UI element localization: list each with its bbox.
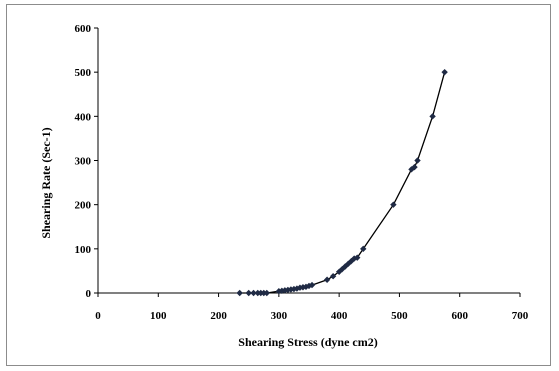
data-point <box>263 289 270 297</box>
y-tick-label: 400 <box>75 111 92 123</box>
x-tick-label: 400 <box>331 310 348 322</box>
x-tick-label: 700 <box>512 310 529 322</box>
x-axis-label: Shearing Stress (dyne cm2) <box>238 335 377 349</box>
data-points <box>236 68 448 297</box>
y-tick-label: 300 <box>75 156 92 168</box>
data-point <box>390 201 397 208</box>
y-axis-label: Shearing Rate (Sec-1) <box>39 127 53 238</box>
x-tick-label: 500 <box>391 310 408 322</box>
data-point <box>360 245 367 253</box>
axes <box>97 28 520 294</box>
x-tick-label: 100 <box>150 310 167 322</box>
data-point <box>323 276 331 283</box>
data-point <box>414 157 421 164</box>
data-point <box>308 281 316 289</box>
data-point <box>329 273 337 280</box>
x-tick-label: 300 <box>271 310 288 322</box>
data-point <box>250 289 257 297</box>
data-point <box>429 113 436 120</box>
chart-frame <box>6 4 551 366</box>
data-point <box>245 289 252 297</box>
x-tick-label: 200 <box>210 310 227 322</box>
data-point <box>441 68 448 76</box>
y-tick-label: 600 <box>75 23 92 35</box>
y-tick-label: 0 <box>86 288 92 300</box>
data-point <box>354 254 361 261</box>
y-tick-label: 200 <box>75 200 92 212</box>
x-tick-label: 600 <box>451 310 468 322</box>
fit-curve <box>239 72 446 294</box>
data-point <box>236 289 243 297</box>
y-tick-label: 100 <box>75 244 92 256</box>
x-tick-label: 0 <box>95 310 101 322</box>
y-tick-labels: 0 100 200 300 400 500 600 <box>75 23 98 300</box>
data-point <box>411 163 418 171</box>
y-tick-label: 500 <box>75 67 92 79</box>
x-tick-labels: 0 100 200 300 400 500 600 700 <box>95 293 529 322</box>
